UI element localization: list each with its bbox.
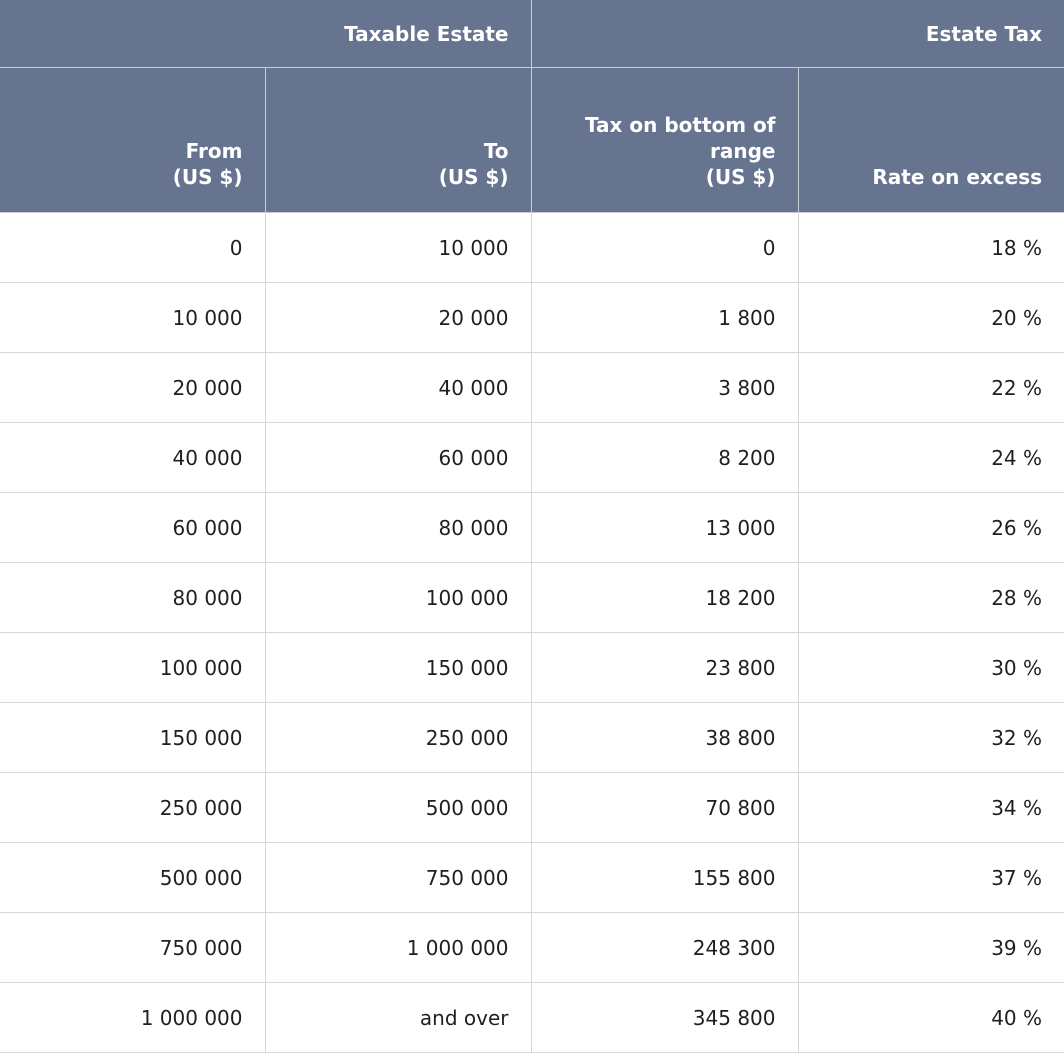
cell-rate: 28 % (798, 562, 1064, 633)
cell-rate: 30 % (798, 632, 1064, 703)
cell-tax: 155 800 (531, 842, 799, 913)
cell-from: 500 000 (0, 842, 266, 913)
table-row: 750 000 1 000 000 248 300 39 % (0, 912, 1064, 983)
table-row: 0 10 000 0 18 % (0, 212, 1064, 283)
cell-from: 40 000 (0, 422, 266, 493)
table-row: 100 000 150 000 23 800 30 % (0, 632, 1064, 703)
cell-tax: 248 300 (531, 912, 799, 983)
cell-tax: 18 200 (531, 562, 799, 633)
table-row: 40 000 60 000 8 200 24 % (0, 422, 1064, 493)
header-tax-on-bottom: Tax on bottom of range (US $) (531, 67, 799, 213)
cell-from: 80 000 (0, 562, 266, 633)
cell-to: 100 000 (265, 562, 532, 633)
table-row: 80 000 100 000 18 200 28 % (0, 562, 1064, 633)
table-body: 0 10 000 0 18 % 10 000 20 000 1 800 20 %… (0, 212, 1064, 1053)
header-taxable-estate: Taxable Estate (0, 0, 532, 68)
cell-to: 150 000 (265, 632, 532, 703)
cell-to: 500 000 (265, 772, 532, 843)
cell-rate: 22 % (798, 352, 1064, 423)
cell-rate: 18 % (798, 212, 1064, 283)
header-group-row: Taxable Estate Estate Tax (0, 0, 1064, 68)
cell-tax: 70 800 (531, 772, 799, 843)
cell-tax: 345 800 (531, 982, 799, 1053)
cell-rate: 34 % (798, 772, 1064, 843)
cell-rate: 24 % (798, 422, 1064, 493)
cell-rate: 26 % (798, 492, 1064, 563)
cell-from: 10 000 (0, 282, 266, 353)
table-header: Taxable Estate Estate Tax From (US $) To… (0, 0, 1064, 213)
cell-tax: 0 (531, 212, 799, 283)
table-row: 60 000 80 000 13 000 26 % (0, 492, 1064, 563)
cell-from: 250 000 (0, 772, 266, 843)
cell-to: 80 000 (265, 492, 532, 563)
cell-rate: 37 % (798, 842, 1064, 913)
cell-from: 150 000 (0, 702, 266, 773)
cell-to: 1 000 000 (265, 912, 532, 983)
cell-rate: 39 % (798, 912, 1064, 983)
table-row: 150 000 250 000 38 800 32 % (0, 702, 1064, 773)
table-row: 1 000 000 and over 345 800 40 % (0, 982, 1064, 1053)
cell-from: 1 000 000 (0, 982, 266, 1053)
table-row: 250 000 500 000 70 800 34 % (0, 772, 1064, 843)
cell-from: 750 000 (0, 912, 266, 983)
cell-tax: 38 800 (531, 702, 799, 773)
header-column-row: From (US $) To (US $) Tax on bottom of r… (0, 67, 1064, 213)
cell-from: 20 000 (0, 352, 266, 423)
cell-to: 10 000 (265, 212, 532, 283)
header-from: From (US $) (0, 67, 266, 213)
cell-to: and over (265, 982, 532, 1053)
header-estate-tax: Estate Tax (531, 0, 1064, 68)
cell-tax: 23 800 (531, 632, 799, 703)
table-row: 10 000 20 000 1 800 20 % (0, 282, 1064, 353)
cell-tax: 13 000 (531, 492, 799, 563)
header-rate-on-excess: Rate on excess (798, 67, 1064, 213)
cell-tax: 3 800 (531, 352, 799, 423)
cell-to: 20 000 (265, 282, 532, 353)
cell-tax: 8 200 (531, 422, 799, 493)
header-to: To (US $) (265, 67, 532, 213)
cell-to: 60 000 (265, 422, 532, 493)
cell-to: 750 000 (265, 842, 532, 913)
cell-to: 40 000 (265, 352, 532, 423)
cell-from: 100 000 (0, 632, 266, 703)
table-row: 500 000 750 000 155 800 37 % (0, 842, 1064, 913)
cell-tax: 1 800 (531, 282, 799, 353)
cell-rate: 32 % (798, 702, 1064, 773)
table-row: 20 000 40 000 3 800 22 % (0, 352, 1064, 423)
cell-to: 250 000 (265, 702, 532, 773)
header-to-label: To (US $) (438, 139, 509, 189)
cell-from: 60 000 (0, 492, 266, 563)
header-rate-on-excess-label: Rate on excess (872, 165, 1043, 189)
header-tax-on-bottom-label: Tax on bottom of range (US $) (584, 113, 776, 189)
cell-from: 0 (0, 212, 266, 283)
cell-rate: 40 % (798, 982, 1064, 1053)
cell-rate: 20 % (798, 282, 1064, 353)
header-from-label: From (US $) (172, 139, 243, 189)
